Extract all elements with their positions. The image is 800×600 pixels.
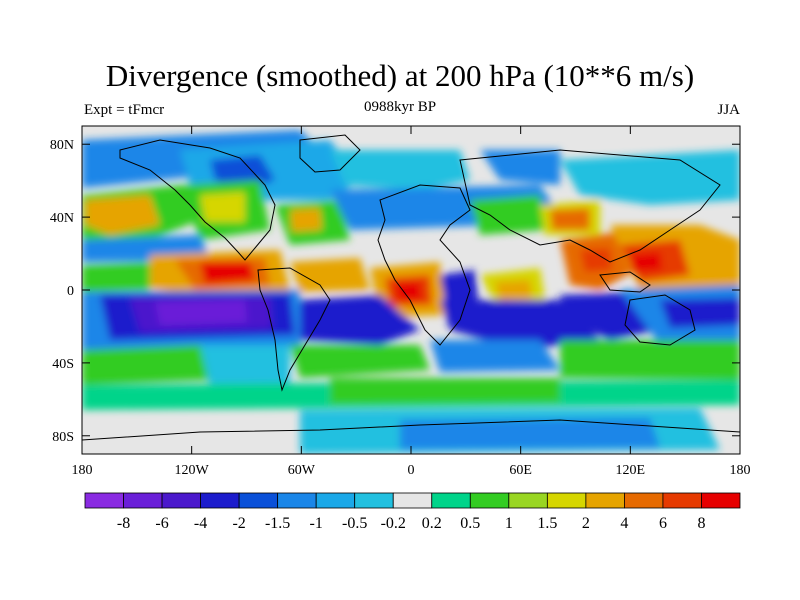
x-tick-label: 120E bbox=[616, 463, 646, 478]
season-label: JJA bbox=[717, 102, 740, 118]
field-patch bbox=[560, 340, 740, 380]
colorbar-box bbox=[123, 492, 163, 509]
colorbar-box bbox=[84, 492, 124, 509]
coastline-north-america bbox=[119, 139, 276, 261]
field-patch bbox=[395, 282, 422, 300]
colorbar-label: -0.2 bbox=[381, 515, 406, 532]
y-tick-label: 40S bbox=[52, 357, 74, 372]
field-patch bbox=[300, 295, 420, 345]
axis-ticks: 180 120W 60W 0 60E 120E 180 80N 40N 0 40S 80S bbox=[50, 126, 751, 478]
coastline-indonesia bbox=[599, 271, 651, 293]
colorbar-box bbox=[200, 492, 240, 509]
colorbar-box bbox=[277, 492, 317, 509]
field-patch bbox=[550, 208, 590, 230]
field-patch bbox=[440, 300, 600, 350]
colorbar-label: -4 bbox=[194, 515, 207, 532]
field-patch bbox=[200, 262, 255, 284]
field-patch bbox=[560, 150, 740, 205]
colorbar-label: 0.2 bbox=[422, 515, 442, 532]
colorbar-box bbox=[354, 492, 394, 509]
colorbar-label: -8 bbox=[117, 515, 130, 532]
colorbar-box bbox=[508, 492, 548, 509]
colorbar-box bbox=[546, 492, 587, 509]
field-patch bbox=[290, 258, 370, 292]
field-patch bbox=[200, 345, 290, 385]
colorbar-box bbox=[431, 492, 471, 509]
colorbar-label: -1.5 bbox=[265, 515, 290, 532]
field-patch bbox=[660, 298, 740, 328]
colorbar-box bbox=[662, 492, 702, 509]
field-patch bbox=[440, 270, 478, 302]
map-area bbox=[82, 126, 740, 454]
field-patch bbox=[580, 248, 612, 272]
y-tick-label: 40N bbox=[50, 211, 74, 226]
colorbar-box bbox=[701, 492, 741, 509]
chart-title: Divergence (smoothed) at 200 hPa (10**6 … bbox=[105, 58, 695, 93]
experiment-label: Expt = tFmcr bbox=[84, 102, 165, 118]
y-tick-label: 0 bbox=[67, 284, 74, 299]
field-patch bbox=[330, 378, 560, 404]
x-tick-label: 0 bbox=[408, 463, 415, 478]
colorbar-label: 0.5 bbox=[460, 515, 480, 532]
colorbar-label: 1 bbox=[505, 515, 513, 532]
divergence-field bbox=[82, 130, 740, 454]
colorbar-box bbox=[238, 492, 279, 509]
coastlines bbox=[82, 134, 740, 441]
colorbar: -8 -6 -4 -2 -1.5 -1 -0.5 -0.2 0.2 0.5 1 1.5 2 4 6 8 bbox=[84, 492, 741, 532]
colorbar-box bbox=[161, 492, 201, 509]
x-tick-label: 60E bbox=[509, 463, 532, 478]
colorbar-box bbox=[392, 492, 433, 509]
colorbar-box bbox=[585, 492, 625, 509]
colorbar-label: -6 bbox=[155, 515, 168, 532]
y-tick-label: 80N bbox=[50, 138, 74, 153]
colorbar-label: 8 bbox=[697, 515, 705, 532]
field-patch bbox=[495, 280, 532, 300]
field-patch bbox=[290, 208, 322, 232]
x-tick-label: 60W bbox=[288, 463, 316, 478]
field-patch bbox=[82, 345, 210, 385]
coastline-australia bbox=[624, 294, 696, 346]
x-tick-label: 180 bbox=[72, 463, 93, 478]
field-patch bbox=[82, 262, 150, 292]
colorbar-label: 4 bbox=[620, 515, 628, 532]
field-patch bbox=[470, 195, 545, 235]
coastline-asia bbox=[459, 149, 721, 263]
field-patch bbox=[480, 150, 560, 185]
field-patch bbox=[200, 192, 245, 222]
x-tick-label: 180 bbox=[730, 463, 751, 478]
coastline-south-america bbox=[257, 267, 331, 392]
colorbar-label: 1.5 bbox=[537, 515, 557, 532]
coastline-antarctica bbox=[82, 419, 740, 441]
colorbar-box bbox=[315, 492, 356, 509]
field-patch bbox=[430, 340, 560, 372]
field-patch bbox=[400, 418, 660, 450]
colorbar-label: 6 bbox=[659, 515, 667, 532]
coastline-europe-africa bbox=[377, 184, 471, 346]
field-patch bbox=[330, 150, 470, 190]
y-tick-label: 80S bbox=[52, 430, 74, 445]
field-patch bbox=[290, 345, 430, 378]
colorbar-box bbox=[624, 492, 664, 509]
field-patch bbox=[85, 195, 160, 235]
field-patch bbox=[630, 252, 662, 272]
x-tick-label: 120W bbox=[175, 463, 210, 478]
colorbar-label: 2 bbox=[582, 515, 590, 532]
colorbar-box bbox=[469, 492, 510, 509]
colorbar-label: -1 bbox=[310, 515, 323, 532]
colorbar-label: -0.5 bbox=[342, 515, 367, 532]
field-patch bbox=[155, 300, 247, 325]
coastline-greenland bbox=[299, 134, 361, 173]
colorbar-label: -2 bbox=[232, 515, 245, 532]
period-label: 0988kyr BP bbox=[363, 99, 437, 115]
